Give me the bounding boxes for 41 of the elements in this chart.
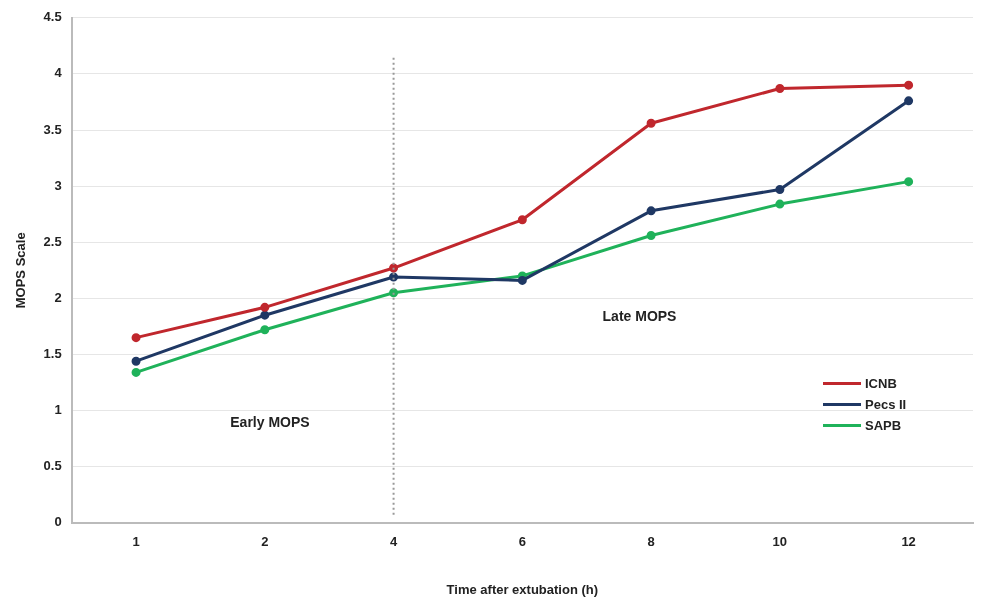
point: [131, 367, 141, 377]
point: [775, 185, 785, 194]
annotation: Early MOPS: [230, 413, 310, 430]
legend-label: ICNB: [865, 375, 897, 391]
point: [904, 177, 914, 187]
x-tick-label: 12: [901, 534, 916, 550]
legend-label: Pecs II: [865, 396, 907, 412]
point: [260, 325, 270, 335]
y-tick-label: 3.5: [43, 121, 62, 137]
point: [646, 118, 656, 128]
x-tick-label: 10: [772, 534, 788, 550]
y-tick-label: 1: [54, 402, 62, 418]
x-tick-label: 6: [518, 534, 526, 550]
point: [904, 96, 914, 106]
annotation: Late MOPS: [602, 307, 677, 324]
point: [517, 215, 527, 225]
x-tick-label: 8: [647, 534, 655, 550]
point: [517, 275, 527, 285]
point: [260, 310, 270, 320]
x-axis-title: Time after extubation (h): [446, 581, 599, 597]
y-tick-label: 2.5: [43, 233, 62, 249]
x-tick-label: 4: [389, 534, 398, 550]
point: [775, 199, 785, 209]
x-tick-label: 2: [261, 534, 269, 550]
point: [131, 333, 141, 343]
y-tick-label: 0.5: [43, 458, 62, 474]
y-tick-label: 2: [54, 289, 62, 305]
point: [775, 84, 785, 93]
y-axis-title: MOPS Scale: [13, 232, 29, 309]
y-tick-label: 4.5: [43, 9, 62, 25]
y-tick-label: 1.5: [43, 346, 62, 362]
point: [646, 206, 656, 216]
x-tick-label: 1: [132, 534, 140, 550]
point: [904, 80, 914, 90]
point: [260, 302, 270, 312]
point: [646, 231, 656, 241]
legend-label: SAPB: [865, 417, 902, 433]
y-tick-label: 0: [54, 514, 62, 530]
y-tick-label: 4: [54, 65, 63, 81]
y-tick-label: 3: [54, 177, 62, 193]
point: [131, 356, 141, 366]
